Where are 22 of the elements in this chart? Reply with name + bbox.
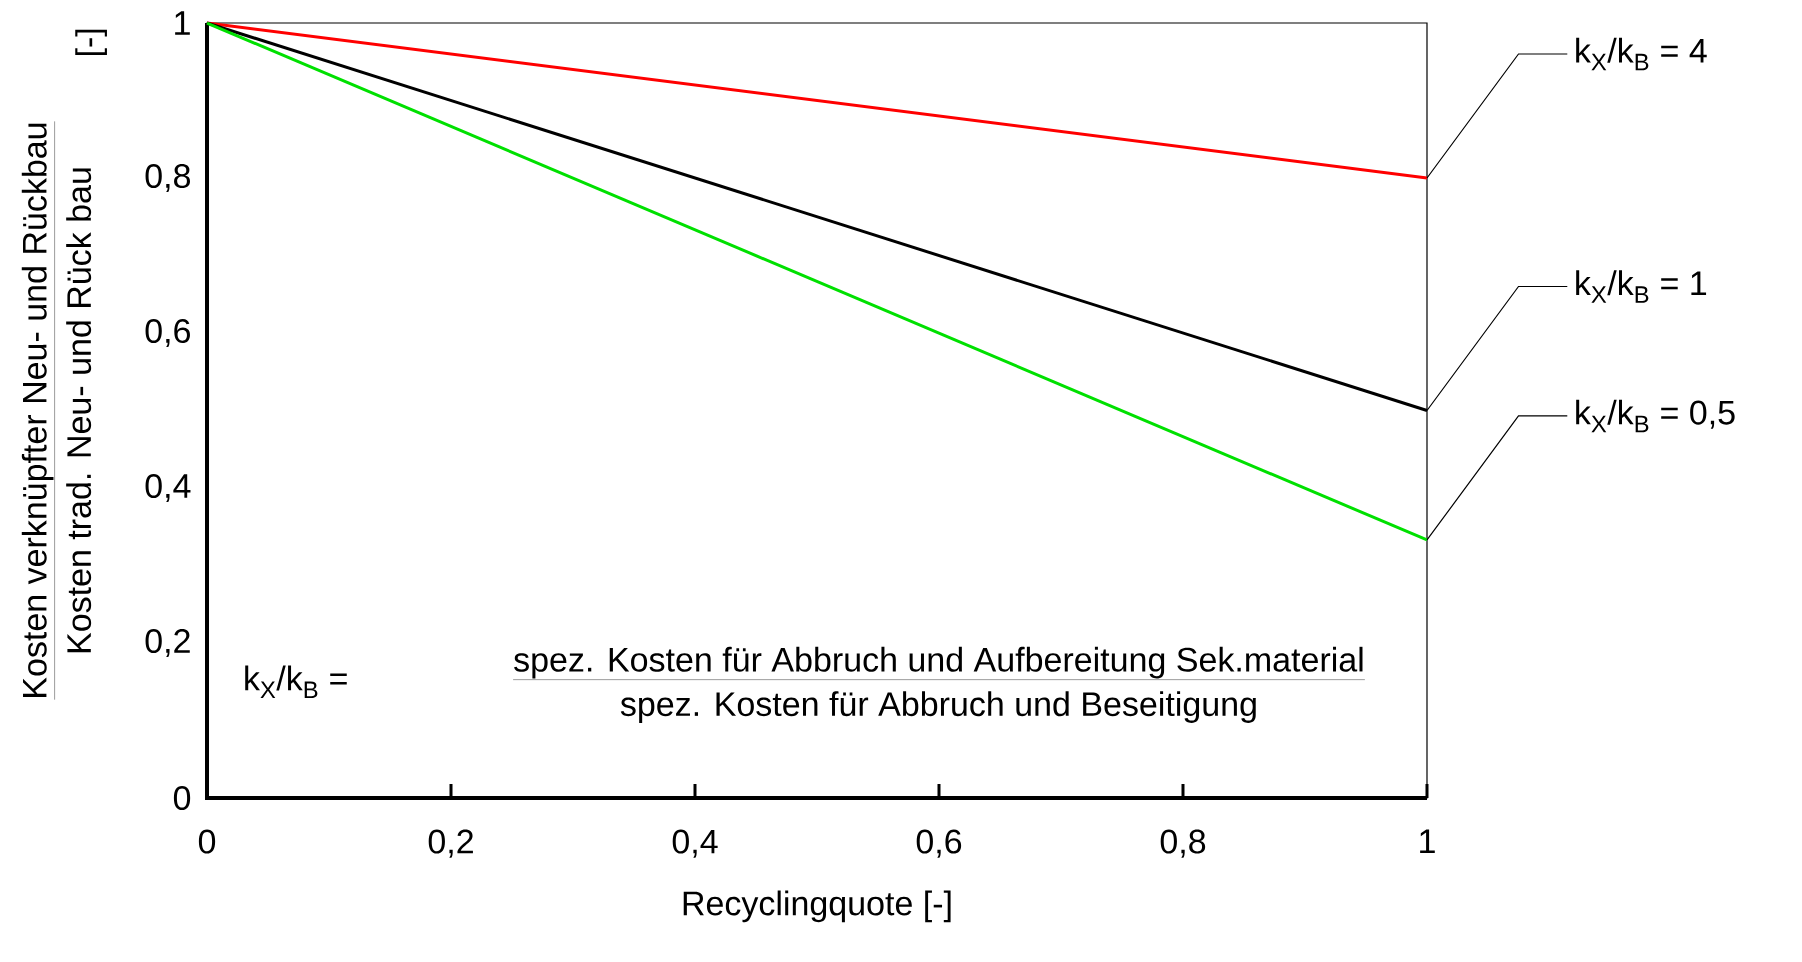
y-tick-label: 0,2 [145, 628, 190, 658]
text: k$_{X}$/k$_{B}$ = 1 [1576, 270, 1707, 303]
y-tick-label: 0,8 [145, 163, 190, 193]
y-axis-title: Kosten verknüpfter Neu- und Rückbau [21, 123, 54, 697]
y-tick-label: 0 [173, 785, 191, 811]
y-tick-label: 1 [175, 11, 190, 35]
x-tick-label: 1 [1420, 829, 1435, 853]
x-tick-label: 0,2 [428, 829, 473, 858]
text: [-] [75, 29, 107, 56]
text: k$_{X}$/k$_{B}$ = 0,5 [1576, 399, 1735, 433]
y-tick-label: 0,4 [145, 473, 191, 503]
annotation: k$_{X}$/k$_{B}$ = [245, 665, 347, 698]
text: k$_{X}$/k$_{B}$ = 4 [1576, 37, 1707, 71]
annotation: spez. Kosten für Abbruch und Aufbereitung Sek.material [514, 646, 1363, 679]
x-axis-title: Recyclingquote [-] [683, 890, 951, 923]
x-tick-label: 0,4 [672, 829, 718, 858]
x-tick-label: 0,6 [916, 829, 962, 858]
text: Kosten trad. Neu- und Rück bau [66, 168, 92, 653]
x-tick-label: 0 [198, 829, 216, 854]
x-tick-label: 0,8 [1160, 829, 1206, 858]
y-tick-label: 0,6 [145, 318, 190, 348]
annotation: spez. Kosten für Abbruch und Beseitigung [620, 691, 1256, 723]
